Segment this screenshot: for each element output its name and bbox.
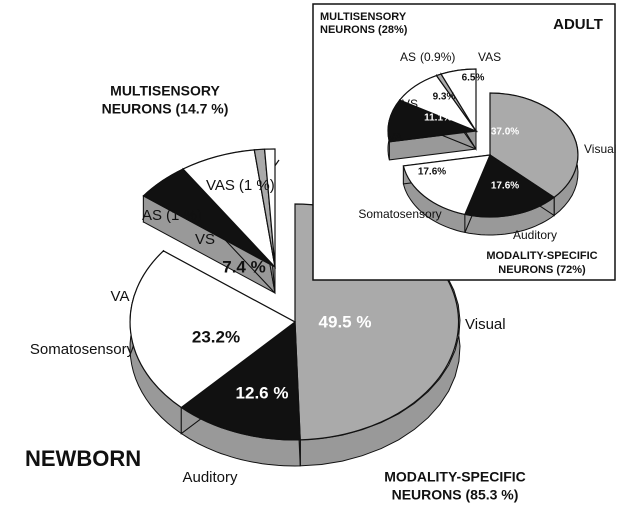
value-label: 49.5 %	[319, 312, 372, 331]
value-label: 17.6%	[418, 167, 446, 178]
pie-slice	[263, 148, 276, 268]
chart-title: NEWBORN	[25, 446, 141, 471]
slice-label: AS (0.9%)	[400, 50, 455, 64]
group-label: MODALITY-SPECIFIC	[384, 469, 526, 485]
group-label: MULTISENSORY	[110, 83, 220, 99]
value-label: 6.5%	[462, 73, 485, 84]
pie-slice	[464, 154, 556, 218]
category-name: VA	[111, 288, 130, 305]
group-label: MODALITY-SPECIFIC	[486, 250, 597, 262]
category-name: Auditory	[513, 228, 557, 242]
slice-label: VAS (1 %)	[206, 177, 275, 194]
group-label: NEURONS (85.3 %)	[392, 487, 519, 503]
category-name: AS	[142, 207, 162, 224]
value-label: 23.2%	[192, 327, 240, 346]
value-label: (1 %)	[239, 177, 275, 194]
pie-slice	[402, 154, 491, 216]
category-name: Auditory	[182, 469, 238, 486]
slice-label: AS (1 %)	[142, 207, 202, 224]
group-label: NEURONS (28%)	[320, 24, 408, 36]
pie-slice	[440, 68, 477, 134]
value-label: (1 %)	[166, 207, 202, 224]
category-name: Visual	[584, 142, 616, 156]
category-name: VS	[195, 231, 215, 248]
group-label: NEURONS (14.7 %)	[102, 101, 229, 117]
category-name: AS	[400, 50, 416, 64]
category-name: Somatosensory	[358, 207, 441, 221]
category-name: VAS	[206, 177, 235, 194]
value-label: 37.0%	[491, 127, 519, 138]
category-name: Somatosensory	[30, 341, 135, 358]
pie-slice	[489, 92, 579, 199]
chart-title: ADULT	[553, 16, 603, 33]
group-label: MULTISENSORY	[320, 11, 407, 23]
category-name: VA	[387, 130, 402, 144]
category-name: VAS	[478, 50, 501, 64]
value-label: 7.4 %	[222, 257, 265, 276]
category-name: Visual	[465, 316, 506, 333]
value-label: (0.9%)	[420, 50, 455, 64]
group-label: NEURONS (72%)	[498, 264, 586, 276]
value-label: 12.6 %	[236, 383, 289, 402]
value-label: 5.3 %	[164, 285, 207, 304]
value-label: 11.1%	[424, 113, 452, 124]
category-name: VS	[402, 97, 418, 111]
value-label: 17.6%	[491, 181, 519, 192]
pie	[387, 68, 579, 236]
pie-slice	[129, 250, 297, 409]
value-label: 9.3%	[433, 92, 456, 103]
pie-slice	[180, 320, 301, 441]
